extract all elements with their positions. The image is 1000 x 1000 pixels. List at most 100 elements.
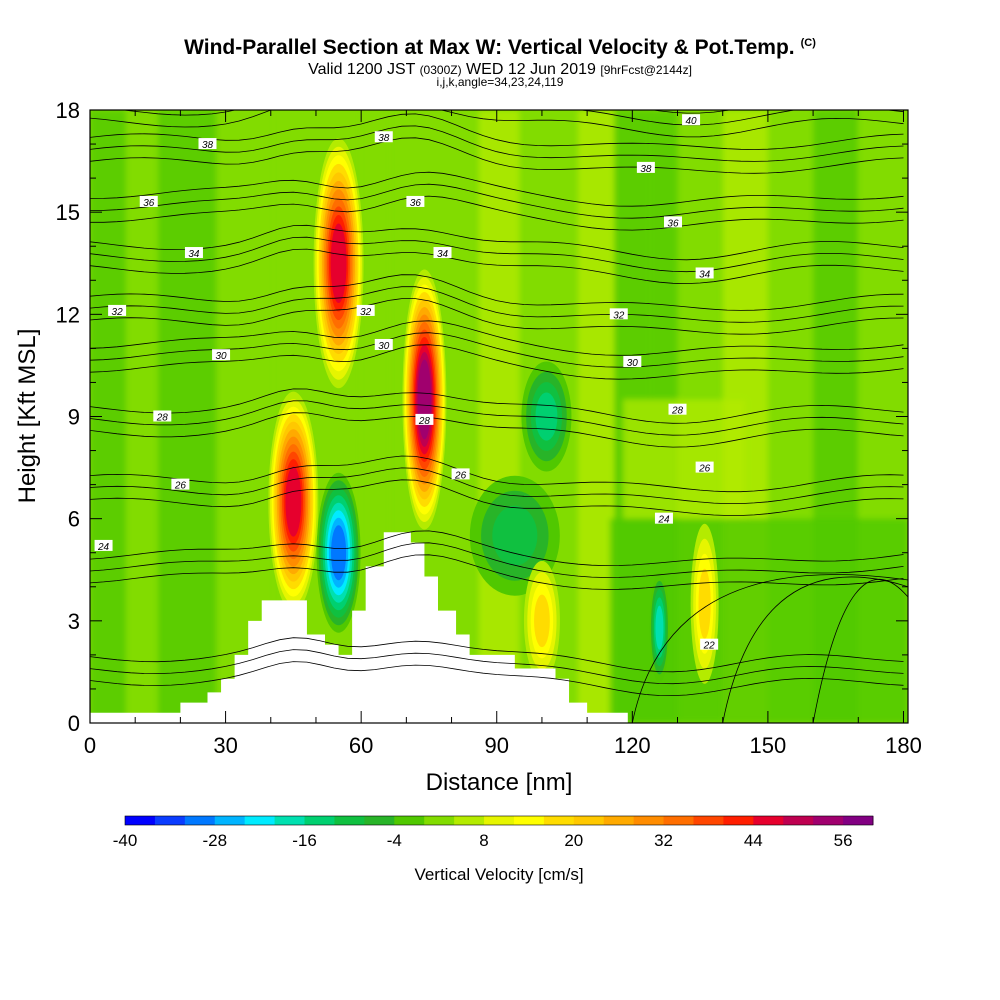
colorbar-swatch: [513, 816, 545, 825]
colorbar-swatch: [843, 816, 874, 825]
theta-contour: [90, 224, 904, 261]
forecast-info: [9hrFcst@2144z]: [600, 63, 692, 77]
x-axis-label: Distance [nm]: [426, 769, 573, 796]
contour-label-box: [184, 247, 203, 259]
background-band: [126, 110, 158, 723]
contour-label-box: [153, 410, 172, 422]
valid-prefix: Valid 1200 JST: [308, 61, 416, 78]
x-tick-label: 120: [614, 733, 651, 758]
contour-label-text: 24: [97, 542, 110, 553]
theta-contour: [631, 574, 908, 723]
y-tick-label: 18: [56, 98, 80, 123]
contour-label-box: [108, 304, 127, 316]
contour-label-box: [415, 413, 434, 425]
theta-contour: [90, 554, 904, 590]
contour-label-text: 28: [418, 416, 431, 427]
contour-label: 26: [695, 461, 714, 475]
x-tick-label: 150: [750, 733, 787, 758]
updraft-core: [285, 466, 302, 537]
valid-date: WED 12 Jun 2019: [466, 61, 596, 78]
colorbar-swatch: [394, 816, 425, 825]
valid-utc: (0300Z): [419, 63, 462, 77]
x-tick-label: 60: [349, 733, 373, 758]
colorbar-swatch: [184, 816, 216, 825]
contour-label-box: [609, 308, 628, 320]
updraft-core: [417, 359, 432, 440]
theta-contour: [90, 286, 904, 323]
colorbar-tick-label: -40: [113, 831, 138, 850]
contour-label-text: 32: [112, 307, 124, 318]
contour-label: 34: [184, 247, 203, 260]
contour-label: 22: [700, 638, 719, 652]
theta-contour: [90, 388, 904, 424]
colorbar-swatch: [274, 816, 306, 825]
copyright-mark: (C): [800, 37, 816, 49]
x-tick-label: 30: [213, 733, 237, 758]
theta-contour: [90, 542, 904, 578]
theta-contour: [722, 576, 908, 723]
contour-label-box: [374, 131, 393, 143]
contour-label-box: [695, 461, 714, 473]
contour-label: 28: [415, 413, 434, 427]
contour-label: 32: [356, 304, 375, 318]
colorbar-swatch: [154, 816, 186, 825]
theta-contour: [90, 400, 904, 436]
contour-label-text: 26: [698, 464, 711, 475]
theta-contour: [90, 649, 904, 685]
colorbar-swatch: [244, 816, 276, 825]
background-band: [623, 399, 746, 519]
chart-title: Wind-Parallel Section at Max W: Vertical…: [0, 36, 1000, 60]
colorbar-tick-label: -16: [292, 831, 317, 850]
y-axis-label: Height [Kft MSL]: [14, 329, 41, 504]
theta-contour: [90, 661, 904, 697]
colorbar-swatch: [484, 816, 515, 825]
contour-label-text: 34: [699, 269, 711, 280]
contour-label-box: [94, 539, 113, 551]
contour-label-text: 38: [640, 164, 652, 175]
contour-label: 28: [153, 410, 172, 424]
contour-label-box: [663, 216, 682, 228]
theta-contour: [90, 113, 904, 150]
colorbar-swatch: [334, 816, 365, 825]
contour-label: 30: [212, 349, 231, 362]
theta-contour: [90, 125, 904, 162]
contour-label-text: 30: [627, 358, 639, 369]
contour-label: 24: [654, 512, 673, 526]
colorbar-swatch: [813, 816, 844, 825]
contour-label-text: 34: [437, 249, 449, 260]
contour-label-box: [212, 349, 231, 361]
colorbar-tick-label: 56: [834, 831, 853, 850]
colorbar-swatch: [125, 816, 156, 825]
theta-contour: [90, 320, 904, 356]
contour-label-text: 34: [188, 249, 200, 260]
colorbar-swatch: [603, 816, 635, 825]
contour-label-text: 22: [703, 641, 716, 652]
theta-contour: [90, 171, 904, 207]
colorbar-swatch: [304, 816, 335, 825]
colorbar-frame: [124, 815, 874, 826]
background-band: [578, 110, 615, 723]
contour-label-text: 24: [657, 515, 670, 526]
colorbar-swatch: [364, 816, 395, 825]
colorbar-tick-label: -28: [202, 831, 227, 850]
contour-label-box: [433, 247, 452, 259]
contour-label: 26: [451, 468, 470, 481]
contour-label-box: [695, 267, 714, 279]
contour-label: 36: [663, 216, 682, 229]
plot-area: 22 24 24 26 26 26 28 28 28 30 30 30 32 32 32 34 34 34 36 36…: [90, 110, 908, 723]
theta-contour: [90, 236, 904, 273]
colorbar-swatch: [454, 816, 485, 825]
index-info: i,j,k,angle=34,23,24,119: [436, 75, 564, 89]
contour-label-text: 28: [156, 413, 169, 424]
colorbar-swatch: [573, 816, 605, 825]
contour-label-text: 26: [454, 470, 467, 481]
theta-contour: [90, 467, 904, 504]
y-tick-label: 6: [68, 507, 80, 532]
colorbar-tick-label: 44: [744, 831, 763, 850]
theta-contour: [90, 183, 904, 219]
contour-label-text: 36: [143, 198, 155, 209]
y-tick-label: 3: [68, 609, 80, 634]
colorbar-tick-label: 20: [564, 831, 583, 850]
contour-label: 36: [406, 195, 425, 209]
